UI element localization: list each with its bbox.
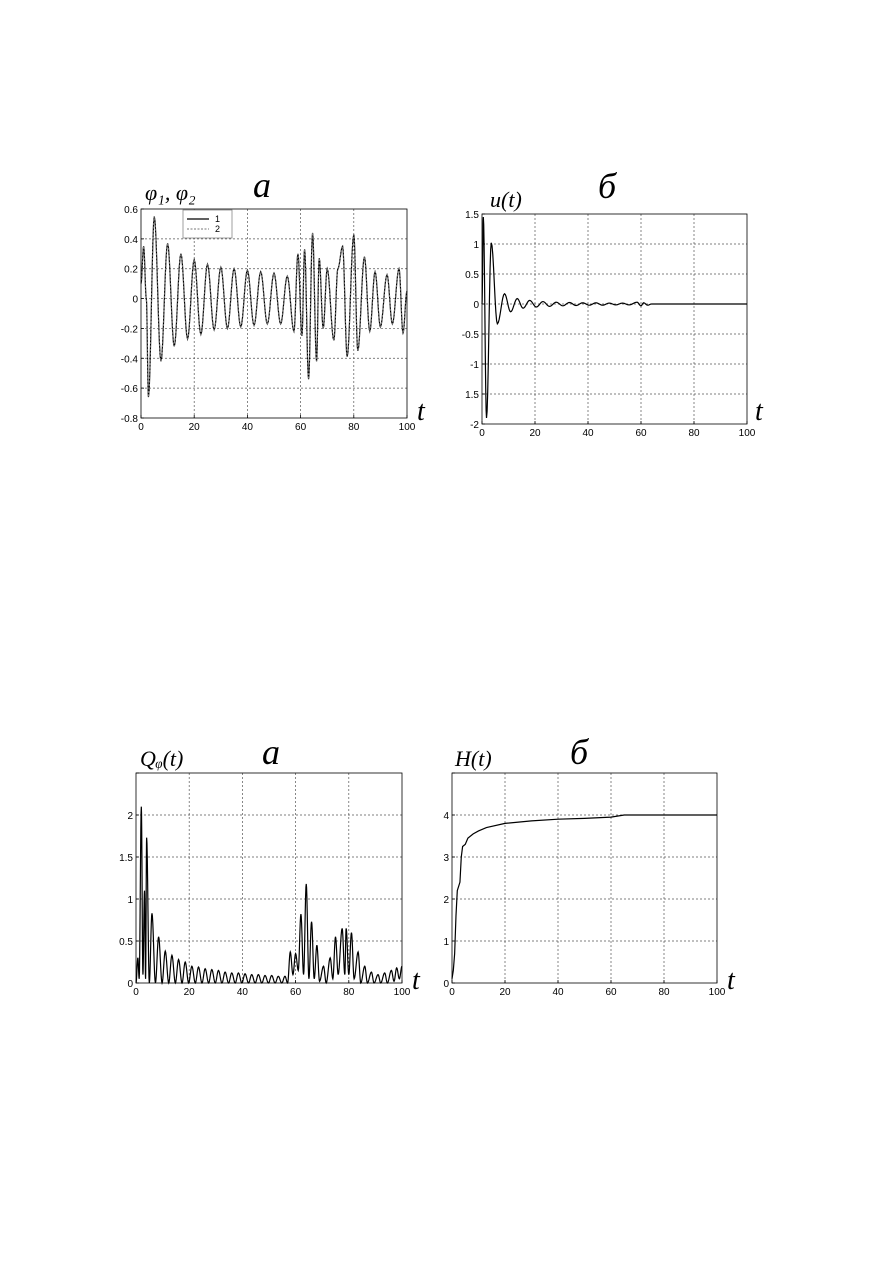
series-line-0 bbox=[481, 216, 747, 419]
x-tick-label: 80 bbox=[688, 428, 700, 439]
x-tick-label: 20 bbox=[184, 987, 196, 998]
legend-box bbox=[182, 209, 233, 239]
x-tick-label: 60 bbox=[605, 987, 617, 998]
plot-frame bbox=[140, 208, 408, 419]
y-tick-label: -0.8 bbox=[121, 414, 139, 425]
x-tick-label: 60 bbox=[295, 422, 307, 433]
chart-q: Qᵩ(t) а t bbox=[140, 732, 421, 996]
y-tick-label: 0 bbox=[473, 300, 479, 311]
plot-frame bbox=[135, 772, 403, 984]
y-tick-label: 0.4 bbox=[124, 235, 138, 246]
x-tick-label: 40 bbox=[237, 987, 249, 998]
x-tick-label: 60 bbox=[635, 428, 647, 439]
series-line-0 bbox=[135, 806, 403, 986]
x-tick-label: 100 bbox=[739, 428, 756, 439]
plot-area-1: 0 20 40 60 80 100 -2 1.5 -1 -0.5 0 0.5 1 1.5 bbox=[462, 210, 756, 439]
y-tick-label: 3 bbox=[443, 853, 449, 864]
y-tick-label: 2 bbox=[127, 811, 133, 822]
chart-h: H(t) б t bbox=[454, 732, 736, 996]
y-axis-label: Qᵩ(t) bbox=[140, 746, 183, 771]
y-axis-label: φ₁, φ₂ bbox=[145, 180, 196, 205]
y-tick-label: 1.5 bbox=[119, 853, 133, 864]
x-axis-label: t bbox=[417, 396, 426, 427]
series-line-2 bbox=[140, 216, 408, 398]
y-tick-label: 0 bbox=[127, 979, 133, 990]
x-tick-label: 20 bbox=[499, 987, 511, 998]
x-tick-label: 60 bbox=[290, 987, 302, 998]
y-tick-label: -0.5 bbox=[462, 330, 480, 341]
legend-label: 1 bbox=[215, 214, 220, 224]
chart-u: u(t) б t bbox=[490, 166, 764, 427]
x-tick-label: 80 bbox=[343, 987, 355, 998]
legend-label: 2 bbox=[215, 224, 220, 234]
x-tick-label: 0 bbox=[479, 428, 485, 439]
y-tick-label: -2 bbox=[470, 420, 479, 431]
y-axis-label: u(t) bbox=[490, 187, 522, 212]
x-tick-label: 100 bbox=[394, 987, 411, 998]
panel-label: б bbox=[570, 732, 590, 772]
panel-label: б bbox=[598, 166, 618, 206]
y-axis-label: H(t) bbox=[454, 746, 492, 771]
y-tick-label: -0.2 bbox=[121, 324, 139, 335]
x-tick-label: 0 bbox=[133, 987, 139, 998]
plot-frame bbox=[451, 772, 718, 984]
chart-phi: φ₁, φ₂ а t bbox=[145, 165, 426, 427]
x-tick-label: 40 bbox=[582, 428, 594, 439]
x-tick-label: 80 bbox=[348, 422, 360, 433]
y-tick-label: 1.5 bbox=[465, 390, 479, 401]
y-tick-label: 1 bbox=[127, 895, 133, 906]
y-tick-label: 1.5 bbox=[465, 210, 479, 221]
plot-frame bbox=[481, 213, 748, 425]
plot-background bbox=[452, 773, 717, 983]
plot-area-2: 0 20 40 60 80 100 0 0.5 1 1.5 2 bbox=[119, 772, 411, 998]
x-tick-label: 40 bbox=[552, 987, 564, 998]
panel-label: а bbox=[253, 165, 271, 205]
y-tick-label: 0.5 bbox=[465, 270, 479, 281]
plot-background bbox=[141, 209, 407, 418]
y-tick-label: 0.5 bbox=[119, 937, 133, 948]
y-tick-label: 1 bbox=[443, 937, 449, 948]
x-tick-label: 100 bbox=[399, 422, 416, 433]
y-tick-label: 0 bbox=[132, 295, 138, 306]
y-tick-label: 0.6 bbox=[124, 205, 138, 216]
x-tick-label: 20 bbox=[529, 428, 541, 439]
plot-area-0: 0 20 40 60 80 100 -0.8 -0.6 -0.4 -0.2 0 0.2 0.4 0.6 12 bbox=[121, 205, 416, 433]
y-tick-label: 0 bbox=[443, 979, 449, 990]
y-tick-label: -0.4 bbox=[121, 354, 139, 365]
x-axis-label: t bbox=[727, 965, 736, 996]
x-tick-label: 0 bbox=[449, 987, 455, 998]
x-tick-label: 20 bbox=[189, 422, 201, 433]
plot-background bbox=[482, 214, 747, 424]
x-axis-label: t bbox=[755, 396, 764, 427]
x-tick-label: 0 bbox=[138, 422, 144, 433]
x-tick-label: 80 bbox=[658, 987, 670, 998]
y-tick-label: 4 bbox=[443, 811, 449, 822]
y-tick-label: -0.6 bbox=[121, 384, 139, 395]
x-tick-label: 100 bbox=[709, 987, 726, 998]
panel-label: а bbox=[262, 732, 280, 772]
y-tick-label: 2 bbox=[443, 895, 449, 906]
y-tick-label: 1 bbox=[473, 240, 479, 251]
y-tick-label: 0.2 bbox=[124, 265, 138, 276]
y-tick-label: -1 bbox=[470, 360, 479, 371]
x-tick-label: 40 bbox=[242, 422, 254, 433]
series-line-0 bbox=[451, 814, 717, 979]
x-axis-label: t bbox=[412, 965, 421, 996]
plot-area-3: 0 20 40 60 80 100 0 1 2 3 4 bbox=[443, 772, 726, 998]
legend: 12 bbox=[182, 209, 233, 239]
plot-background bbox=[136, 773, 402, 983]
